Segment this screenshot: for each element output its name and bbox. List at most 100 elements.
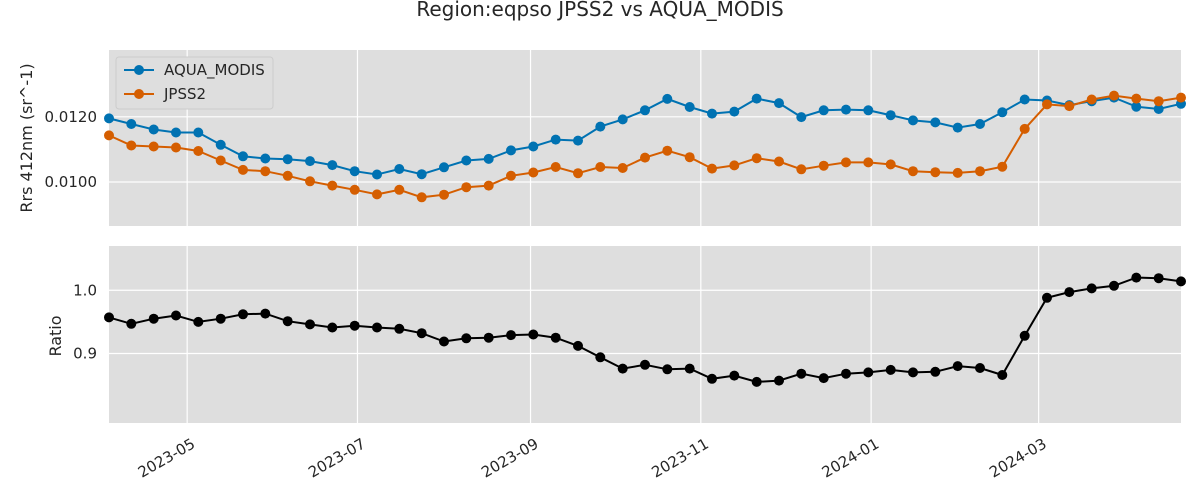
jpss2-data-point (1131, 93, 1142, 104)
jpss2-data-point (930, 167, 941, 178)
ratio-y-ticks: 0.9 1.0 (73, 281, 97, 362)
legend: AQUA_MODIS JPSS2 (115, 56, 274, 110)
ratio-data-point (774, 375, 784, 386)
jpss2-data-point (282, 170, 293, 181)
rrs-y-tick-label: 0.0100 (45, 173, 98, 191)
aqua-modis-data-point (818, 105, 829, 116)
jpss2-data-point (595, 162, 606, 172)
legend-box (115, 56, 274, 110)
x-tick-labels: 2023-05 2023-07 2023-09 2023-11 2024-01 2024-… (135, 435, 1050, 482)
aqua-modis-data-point (796, 112, 807, 123)
jpss2-data-point (483, 180, 494, 191)
jpss2-data-point (952, 167, 963, 178)
ratio-data-point (908, 367, 918, 378)
jpss2-data-point (1153, 96, 1164, 107)
ratio-data-point (349, 320, 360, 331)
aqua-modis-data-point (126, 119, 137, 129)
jpss2-data-point (707, 163, 717, 174)
rrs-y-axis-label: Rrs 412nm (sr^-1) (17, 63, 36, 212)
ratio-data-point (483, 332, 494, 343)
jpss2-data-point (729, 160, 740, 171)
jpss2-data-point (863, 157, 874, 168)
ratio-panel: 0.9 1.0 Ratio (46, 246, 1186, 423)
aqua-modis-data-point (171, 127, 181, 138)
legend-label-jpss2: JPSS2 (163, 85, 206, 103)
ratio-data-point (439, 336, 449, 347)
aqua-modis-data-point (528, 141, 539, 152)
x-tick-label: 2023-07 (305, 435, 368, 482)
ratio-data-point (595, 352, 606, 363)
x-tick-label: 2023-11 (649, 435, 712, 482)
ratio-data-point (1019, 330, 1030, 341)
ratio-data-point (863, 367, 874, 378)
x-tick-label: 2023-09 (478, 435, 541, 482)
jpss2-data-point (1064, 101, 1075, 112)
rrs-y-tick-label: 0.0120 (45, 108, 98, 126)
aqua-modis-data-point (327, 160, 338, 171)
ratio-data-point (193, 316, 204, 327)
jpss2-data-point (260, 166, 271, 177)
ratio-data-point (238, 309, 248, 320)
ratio-data-point (416, 328, 427, 339)
ratio-y-axis-label: Ratio (46, 315, 65, 356)
jpss2-data-point (305, 176, 315, 187)
jpss2-data-point (506, 170, 516, 181)
aqua-modis-data-point (617, 114, 628, 125)
aqua-modis-data-point (885, 110, 896, 121)
aqua-modis-data-point (372, 169, 382, 180)
jpss2-data-point (751, 153, 762, 164)
rrs-y-ticks: 0.0100 0.0120 (45, 108, 98, 191)
jpss2-data-point (1176, 92, 1186, 103)
aqua-modis-data-point (729, 106, 740, 117)
rrs-plot-area (109, 50, 1181, 226)
ratio-data-point (1086, 283, 1097, 294)
jpss2-data-point (684, 152, 695, 163)
ratio-grid (109, 246, 1181, 423)
aqua-modis-data-point (416, 169, 427, 180)
jpss2-data-point (1042, 99, 1052, 110)
aqua-modis-data-point (595, 121, 606, 132)
ratio-y-tick-label: 1.0 (73, 281, 97, 299)
ratio-data-point (1176, 276, 1186, 287)
jpss2-data-point (573, 168, 583, 179)
legend-label-aqua-modis: AQUA_MODIS (164, 61, 265, 80)
jpss2-data-point (215, 155, 226, 166)
ratio-data-point (997, 370, 1008, 380)
ratio-data-point (952, 361, 963, 372)
aqua-modis-data-point (774, 98, 784, 109)
jpss2-data-point (104, 130, 114, 141)
aqua-modis-data-point (215, 139, 226, 150)
ratio-data-point (372, 322, 382, 333)
aqua-modis-data-point (1131, 101, 1142, 112)
aqua-modis-data-point (841, 104, 851, 115)
ratio-data-point (930, 366, 941, 377)
aqua-modis-data-point (751, 93, 762, 104)
x-tick-label: 2024-01 (819, 435, 882, 482)
ratio-data-point (282, 316, 293, 327)
jpss2-data-point (617, 163, 628, 173)
aqua-modis-data-point (662, 93, 673, 104)
jpss2-data-point (1109, 90, 1119, 101)
jpss2-data-point (528, 167, 539, 178)
aqua-modis-data-point (439, 162, 449, 173)
jpss2-data-point (1086, 94, 1097, 105)
ratio-data-point (305, 319, 315, 330)
ratio-data-point (707, 373, 717, 384)
ratio-data-point (975, 363, 985, 373)
ratio-data-point (751, 376, 762, 387)
legend-marker-aqua-modis (134, 65, 144, 75)
jpss2-data-point (416, 192, 427, 203)
ratio-data-point (394, 323, 405, 334)
jpss2-data-point (908, 166, 918, 177)
jpss2-data-point (372, 189, 382, 200)
jpss2-data-point (439, 189, 449, 200)
ratio-plot-area (109, 246, 1181, 423)
aqua-modis-data-point (684, 102, 695, 112)
ratio-y-tick-label: 0.9 (73, 344, 97, 362)
legend-marker-jpss2 (134, 89, 144, 99)
jpss2-data-point (841, 157, 851, 168)
ratio-data-point (818, 373, 829, 384)
jpss2-data-point (148, 141, 159, 152)
aqua-modis-data-point (104, 113, 114, 124)
